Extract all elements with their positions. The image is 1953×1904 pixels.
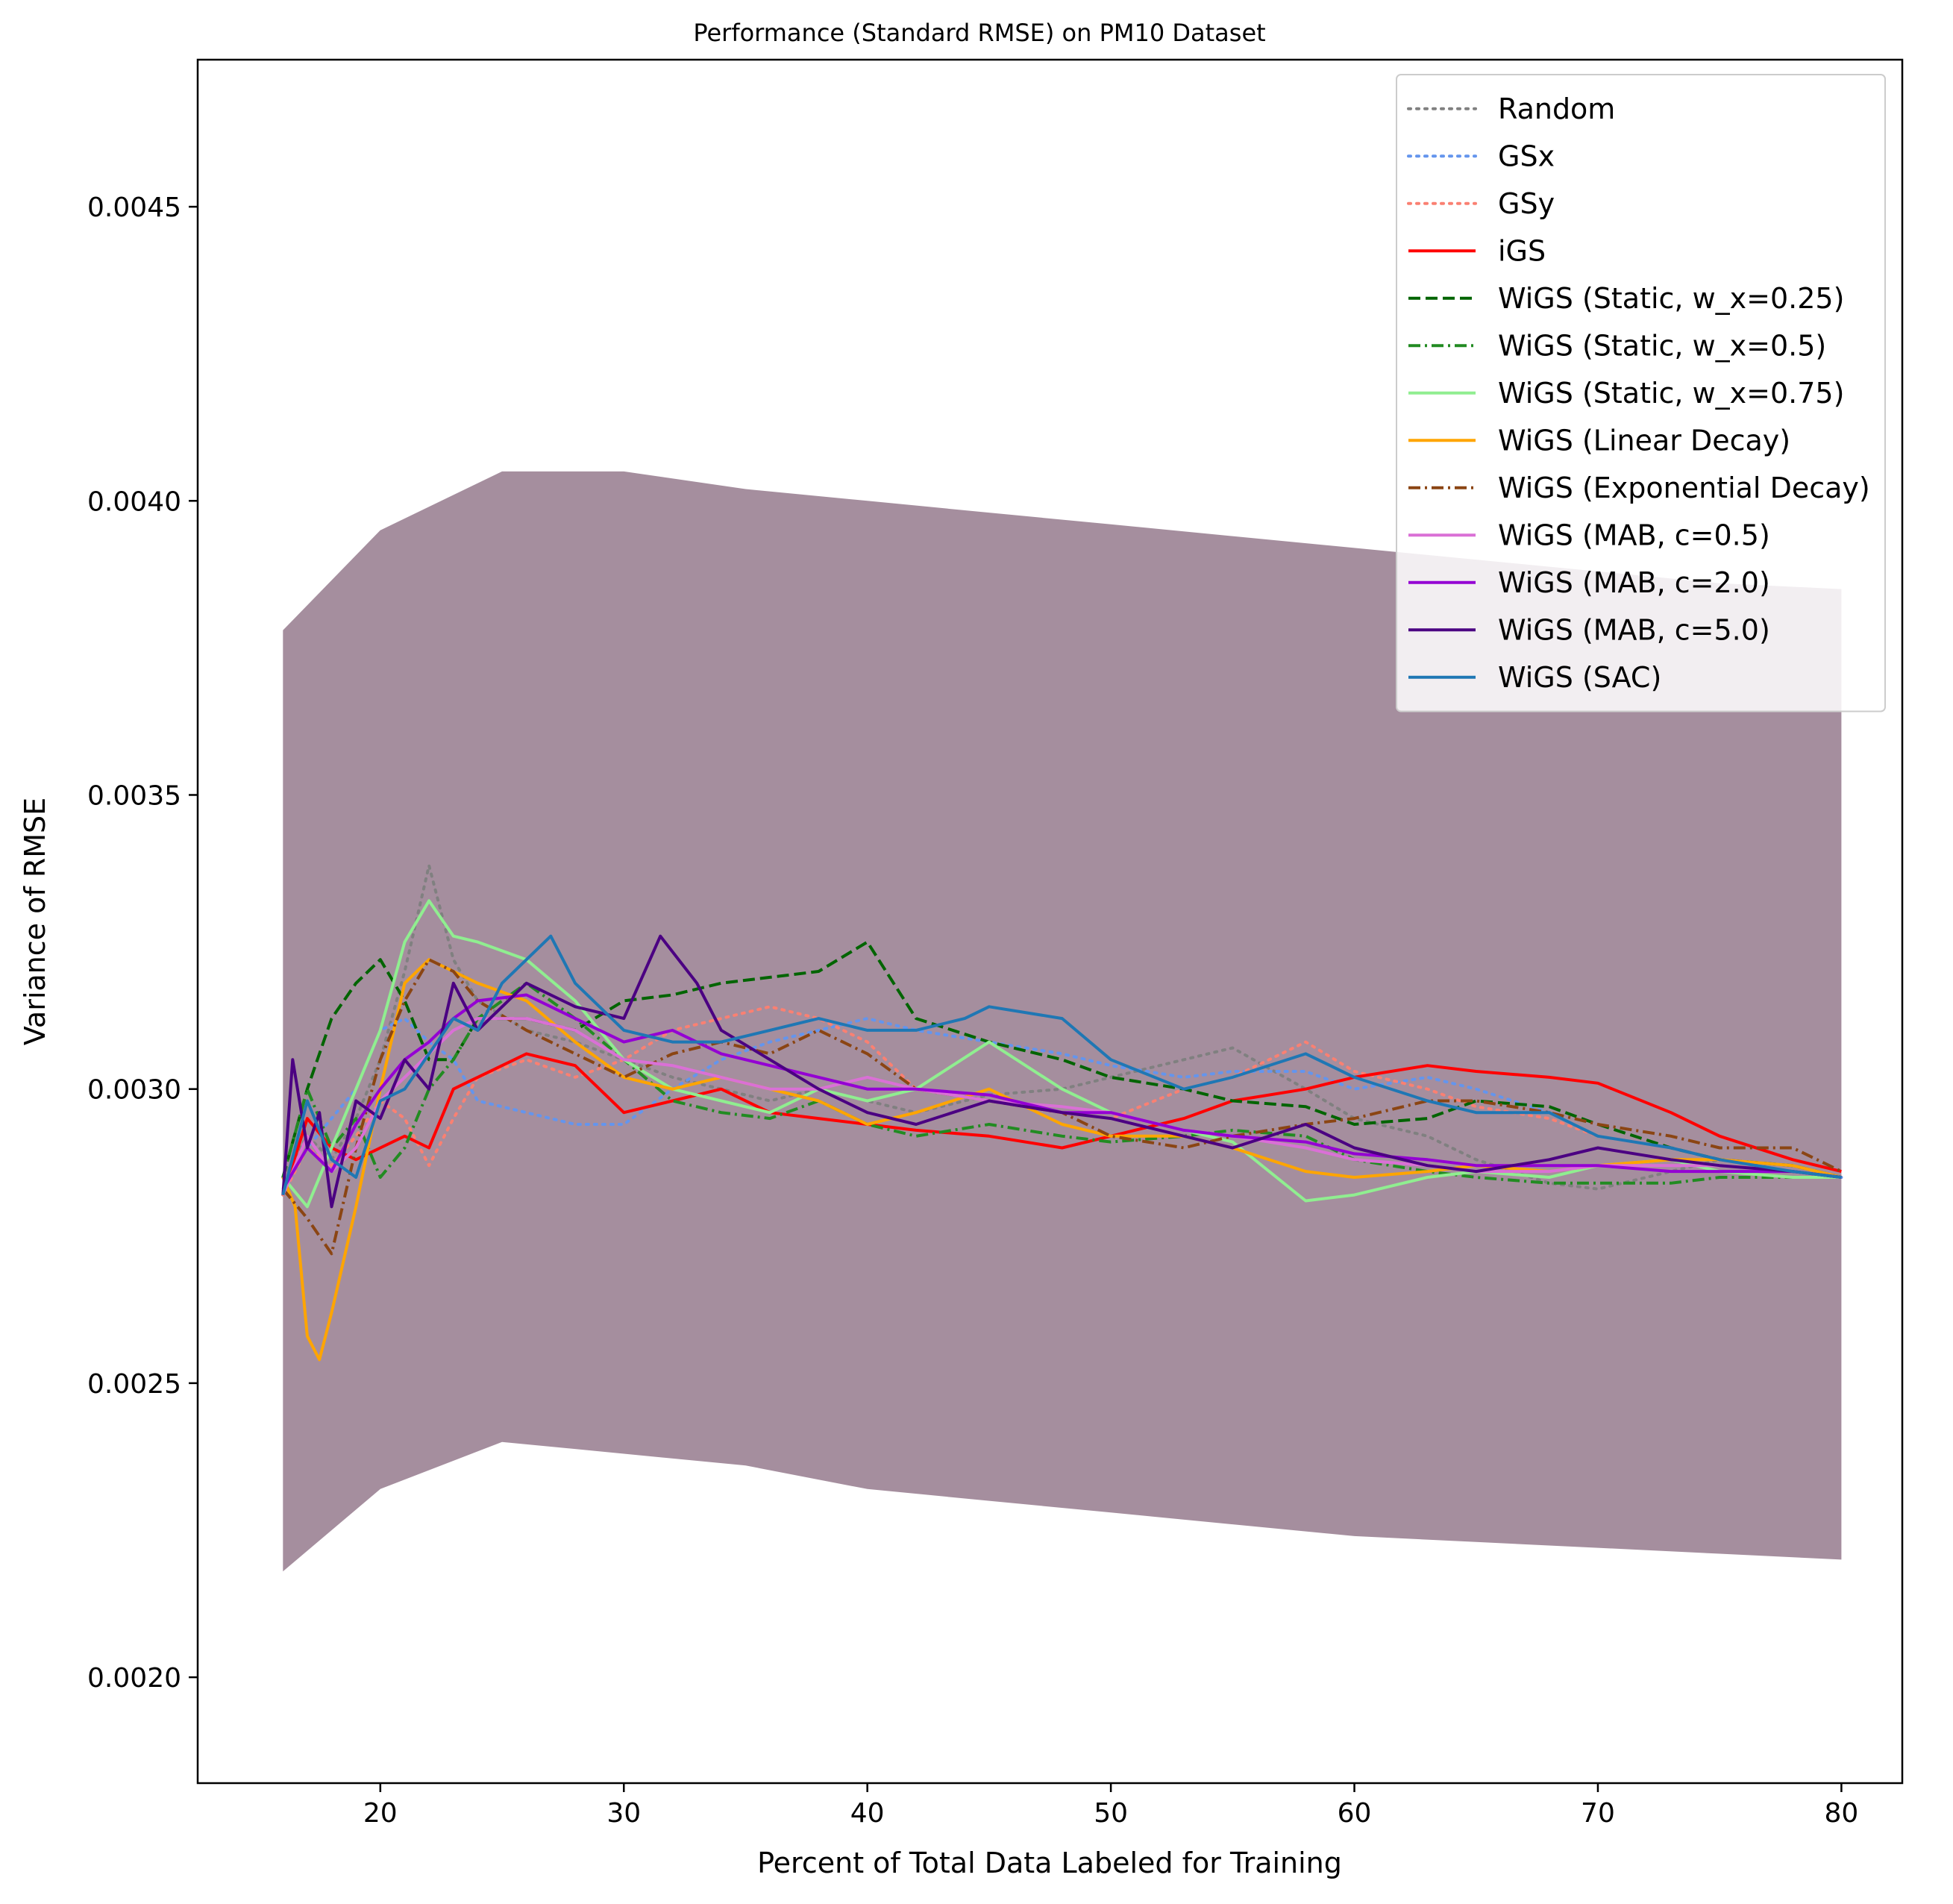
variance-band xyxy=(283,471,1842,1572)
y-axis-label: Variance of RMSE xyxy=(19,798,51,1045)
legend-label-0: Random xyxy=(1498,93,1615,125)
y-tick-label: 0.0040 xyxy=(87,486,181,517)
series-line-4 xyxy=(281,940,1842,1179)
x-tick-label: 40 xyxy=(850,1798,885,1829)
x-tick-label: 30 xyxy=(606,1798,641,1829)
plot-frame xyxy=(196,58,1904,1785)
y-tick-label: 0.0035 xyxy=(87,780,181,811)
x-tick-label: 20 xyxy=(363,1798,398,1829)
y-tick-label: 0.0030 xyxy=(87,1075,181,1106)
series-line-6 xyxy=(281,899,1842,1209)
series-line-2 xyxy=(281,1005,1843,1197)
x-tick-label: 80 xyxy=(1824,1798,1858,1829)
chart-title: Performance (Standard RMSE) on PM10 Data… xyxy=(693,19,1265,47)
legend-label-6: WiGS (Static, w_x=0.75) xyxy=(1498,377,1844,410)
legend-label-3: iGS xyxy=(1498,234,1546,267)
x-tick-label: 50 xyxy=(1094,1798,1128,1829)
series-line-5 xyxy=(281,981,1842,1185)
x-tick-label: 60 xyxy=(1338,1798,1372,1829)
legend-label-9: WiGS (MAB, c=0.5) xyxy=(1498,519,1770,551)
legend-label-11: WiGS (MAB, c=5.0) xyxy=(1498,613,1770,646)
legend-label-8: WiGS (Exponential Decay) xyxy=(1498,472,1870,504)
series-layer xyxy=(281,864,1843,1362)
plot-area xyxy=(281,471,1843,1572)
y-axis: 0.0020 0.0025 0.0030 0.0035 0.0040 0.0045 xyxy=(87,192,198,1694)
series-line-12 xyxy=(281,934,1842,1196)
legend-label-2: GSy xyxy=(1498,187,1555,220)
series-line-10 xyxy=(281,993,1842,1190)
series-line-8 xyxy=(281,958,1843,1256)
y-tick-label: 0.0025 xyxy=(87,1369,181,1400)
y-tick-label: 0.0045 xyxy=(87,192,181,223)
y-tick-label: 0.0020 xyxy=(87,1663,181,1694)
legend-label-4: WiGS (Static, w_x=0.25) xyxy=(1498,282,1844,315)
legend-label-12: WiGS (SAC) xyxy=(1498,661,1661,694)
legend-label-5: WiGS (Static, w_x=0.5) xyxy=(1498,329,1826,362)
x-tick-label: 70 xyxy=(1581,1798,1615,1829)
x-axis: 20 30 40 50 60 70 80 xyxy=(363,1783,1858,1829)
legend-label-10: WiGS (MAB, c=2.0) xyxy=(1498,566,1770,599)
legend: Random GSx GSy iGS WiGS (Static, w_x=0.25) Wi… xyxy=(1396,74,1886,713)
x-axis-label: Percent of Total Data Labeled for Traini… xyxy=(757,1847,1342,1879)
legend-frame xyxy=(1396,74,1886,713)
legend-label-7: WiGS (Linear Decay) xyxy=(1498,424,1790,457)
legend-label-1: GSx xyxy=(1498,140,1555,172)
